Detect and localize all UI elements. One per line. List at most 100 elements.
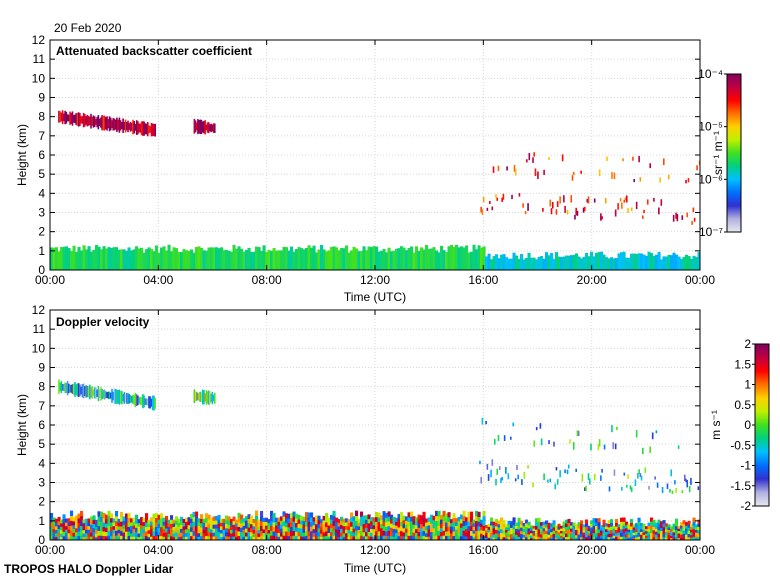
data-cell [695, 529, 699, 533]
data-cell [492, 521, 496, 526]
data-cell [262, 525, 266, 530]
data-cell [400, 525, 404, 532]
data-cell [637, 528, 641, 534]
x-axis-label: Time (UTC) [344, 290, 406, 304]
data-cell [585, 533, 589, 538]
data-cell [57, 251, 61, 270]
data-cell [670, 530, 674, 534]
data-cell [545, 536, 549, 540]
data-cell [82, 245, 86, 270]
data-cell [365, 527, 369, 533]
data-cell [240, 531, 244, 537]
data-cell [447, 521, 451, 527]
data-cell [102, 513, 106, 519]
data-cell [440, 514, 444, 520]
data-cell [552, 526, 556, 531]
data-cell [422, 535, 426, 540]
data-cell [147, 523, 151, 527]
data-cell [90, 524, 94, 529]
data-cell [420, 531, 424, 537]
data-cell [211, 124, 214, 132]
data-cell [692, 521, 696, 526]
data-cell [522, 259, 526, 270]
data-cell [72, 524, 76, 530]
data-cell [500, 528, 504, 533]
data-cell [552, 530, 556, 534]
data-cell [277, 517, 281, 522]
data-cell [100, 530, 104, 536]
colorbar-tick-label: 10⁻⁴ [698, 67, 723, 81]
data-cell [307, 245, 311, 270]
data-cell [477, 511, 481, 517]
data-cell [105, 514, 109, 520]
data-cell [207, 535, 211, 540]
data-cell [482, 196, 485, 203]
data-cell [567, 464, 570, 469]
data-cell [232, 244, 236, 270]
data-cell [480, 526, 484, 531]
data-cell [170, 515, 174, 520]
data-cell [647, 525, 651, 529]
data-cell [122, 524, 126, 529]
data-cell [202, 522, 206, 527]
data-cell [638, 155, 640, 163]
data-cell [567, 536, 571, 540]
data-cell [600, 530, 604, 534]
data-cell [275, 536, 279, 540]
data-cell [460, 527, 464, 532]
data-cell [235, 523, 239, 527]
data-cell [247, 247, 251, 270]
data-cell [602, 523, 606, 527]
data-cell [185, 517, 189, 522]
data-cell [395, 248, 399, 270]
data-cell [460, 518, 464, 524]
data-cell [465, 524, 469, 530]
data-cell [687, 256, 691, 270]
data-cell [97, 246, 101, 270]
data-cell [627, 526, 631, 530]
data-cell [681, 490, 684, 494]
data-cell [135, 523, 139, 528]
feature-cloud [193, 118, 216, 135]
data-cell [555, 527, 559, 531]
data-cell [262, 517, 266, 522]
data-cell [88, 384, 91, 400]
data-cell [330, 527, 334, 533]
data-cell [370, 520, 374, 526]
data-cell [292, 535, 296, 540]
data-cell [632, 532, 636, 536]
data-cell [655, 534, 659, 538]
data-cell [290, 535, 294, 540]
data-cell [292, 251, 296, 270]
data-cell [625, 195, 628, 203]
data-cell [77, 112, 80, 127]
data-cell [250, 523, 254, 529]
data-cell [554, 483, 557, 490]
data-cell [632, 526, 636, 531]
data-cell [277, 528, 281, 534]
data-cell [92, 519, 96, 525]
data-cell [482, 515, 486, 522]
data-cell [515, 531, 519, 535]
data-cell [57, 536, 61, 540]
data-cell [415, 536, 419, 540]
data-cell [77, 246, 81, 270]
data-cell [85, 522, 89, 527]
data-cell [455, 532, 459, 537]
data-cell [215, 520, 219, 525]
data-cell [665, 528, 669, 533]
data-cell [85, 536, 89, 540]
data-cell [437, 520, 441, 526]
data-cell [118, 389, 121, 405]
data-cell [530, 535, 534, 539]
data-cell [80, 116, 82, 124]
data-cell [175, 248, 179, 270]
data-cell [302, 524, 306, 529]
data-cell [335, 247, 339, 270]
data-cell [132, 395, 134, 404]
data-cell [637, 521, 641, 526]
data-cell [610, 257, 614, 270]
data-cell [75, 384, 78, 396]
y-tick-label: 0 [38, 533, 45, 547]
data-cell [112, 247, 116, 270]
